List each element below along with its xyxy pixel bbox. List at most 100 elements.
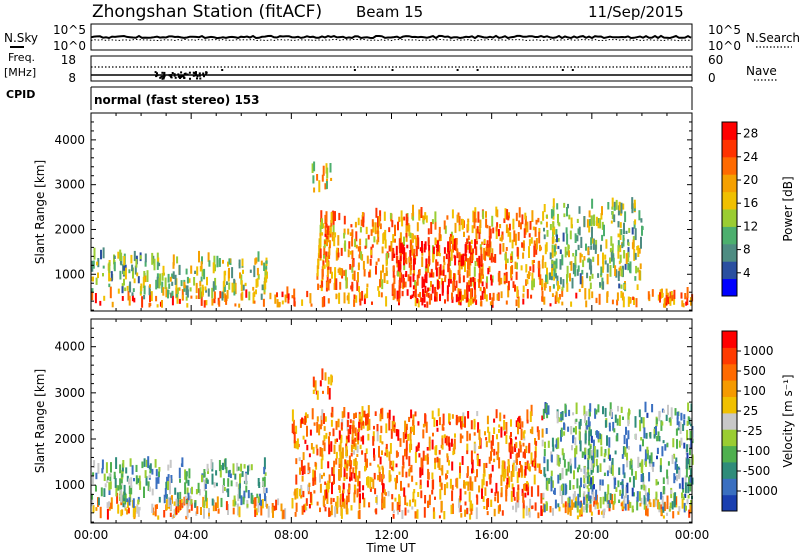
data-cell bbox=[644, 485, 647, 492]
data-cell bbox=[203, 479, 206, 492]
data-cell bbox=[488, 456, 491, 464]
data-cell bbox=[366, 477, 368, 486]
data-cell bbox=[133, 478, 135, 482]
data-cell bbox=[515, 271, 518, 280]
freq-dot bbox=[161, 77, 164, 80]
data-cell bbox=[185, 296, 188, 301]
data-cell bbox=[485, 294, 488, 302]
data-cell bbox=[566, 282, 569, 292]
data-cell bbox=[395, 450, 398, 458]
data-cell bbox=[530, 452, 533, 465]
data-cell bbox=[522, 243, 525, 249]
data-cell bbox=[238, 487, 241, 499]
data-cell bbox=[620, 406, 623, 413]
data-cell bbox=[514, 436, 517, 440]
data-cell bbox=[438, 515, 441, 519]
data-cell bbox=[338, 430, 341, 440]
data-cell bbox=[350, 505, 353, 511]
data-cell bbox=[356, 490, 359, 498]
data-cell bbox=[132, 288, 135, 292]
data-cell bbox=[587, 458, 590, 470]
data-cell bbox=[350, 472, 353, 481]
data-cell bbox=[434, 286, 437, 297]
data-cell bbox=[673, 295, 676, 305]
data-cell bbox=[384, 452, 387, 456]
data-cell bbox=[663, 501, 666, 511]
colorbar-segment bbox=[722, 331, 737, 348]
data-cell bbox=[607, 202, 610, 210]
data-cell bbox=[423, 215, 426, 221]
data-cell bbox=[430, 268, 433, 274]
data-cell bbox=[666, 495, 669, 506]
data-cell bbox=[549, 252, 552, 260]
data-cell bbox=[627, 242, 630, 247]
colorbar-tick-label: 4 bbox=[743, 266, 751, 280]
freq-dot bbox=[170, 74, 173, 76]
data-cell bbox=[276, 292, 278, 298]
data-cell bbox=[425, 421, 428, 433]
data-cell bbox=[512, 487, 515, 497]
data-cell bbox=[302, 418, 305, 425]
data-cell bbox=[165, 494, 168, 499]
data-cell bbox=[211, 473, 214, 485]
data-cell bbox=[543, 296, 546, 305]
data-cell bbox=[404, 420, 407, 433]
data-cell bbox=[491, 464, 494, 472]
data-cell bbox=[652, 461, 655, 467]
data-cell bbox=[545, 428, 548, 434]
data-cell bbox=[324, 225, 327, 234]
data-cell bbox=[436, 420, 438, 427]
data-cell bbox=[616, 299, 619, 306]
data-cell bbox=[520, 464, 522, 473]
data-cell bbox=[328, 436, 330, 445]
data-cell bbox=[494, 496, 497, 502]
data-cell bbox=[632, 492, 635, 497]
data-cell bbox=[689, 468, 692, 477]
data-cell bbox=[467, 218, 470, 222]
data-cell bbox=[470, 245, 473, 255]
data-cell bbox=[338, 444, 341, 452]
data-cell bbox=[188, 278, 191, 283]
data-cell bbox=[484, 250, 487, 261]
data-cell bbox=[301, 299, 304, 306]
data-cell bbox=[473, 277, 476, 286]
data-cell bbox=[394, 238, 396, 243]
data-cell bbox=[331, 406, 334, 418]
data-cell bbox=[156, 504, 158, 509]
freq-dot bbox=[181, 74, 184, 77]
data-cell bbox=[149, 284, 151, 288]
colorbar-segment bbox=[722, 243, 737, 262]
data-cell bbox=[621, 243, 624, 249]
data-cell bbox=[438, 450, 441, 455]
data-cell bbox=[530, 294, 533, 299]
y-tick-label: 2000 bbox=[54, 432, 85, 446]
data-cell bbox=[603, 453, 606, 458]
data-cell bbox=[452, 280, 455, 293]
data-cell bbox=[662, 477, 665, 484]
data-cell bbox=[95, 472, 98, 480]
data-cell bbox=[348, 484, 351, 490]
data-cell bbox=[501, 510, 504, 516]
data-cell bbox=[607, 448, 610, 459]
data-cell bbox=[620, 482, 623, 486]
data-cell bbox=[614, 450, 617, 455]
data-cell bbox=[464, 260, 466, 272]
data-cell bbox=[564, 483, 567, 496]
data-cell bbox=[671, 454, 674, 464]
data-cell bbox=[223, 280, 226, 287]
data-cell bbox=[109, 286, 112, 299]
data-cell bbox=[567, 426, 570, 432]
freq-dot bbox=[202, 72, 205, 75]
data-cell bbox=[566, 265, 569, 278]
data-cell bbox=[574, 266, 577, 277]
data-cell bbox=[471, 288, 474, 298]
data-cell bbox=[358, 254, 361, 259]
data-cell bbox=[99, 506, 102, 519]
y-tick-label: 4000 bbox=[54, 133, 85, 147]
data-cell bbox=[446, 215, 449, 220]
data-cell bbox=[119, 464, 122, 474]
data-cell bbox=[329, 510, 332, 517]
data-cell bbox=[555, 440, 558, 446]
